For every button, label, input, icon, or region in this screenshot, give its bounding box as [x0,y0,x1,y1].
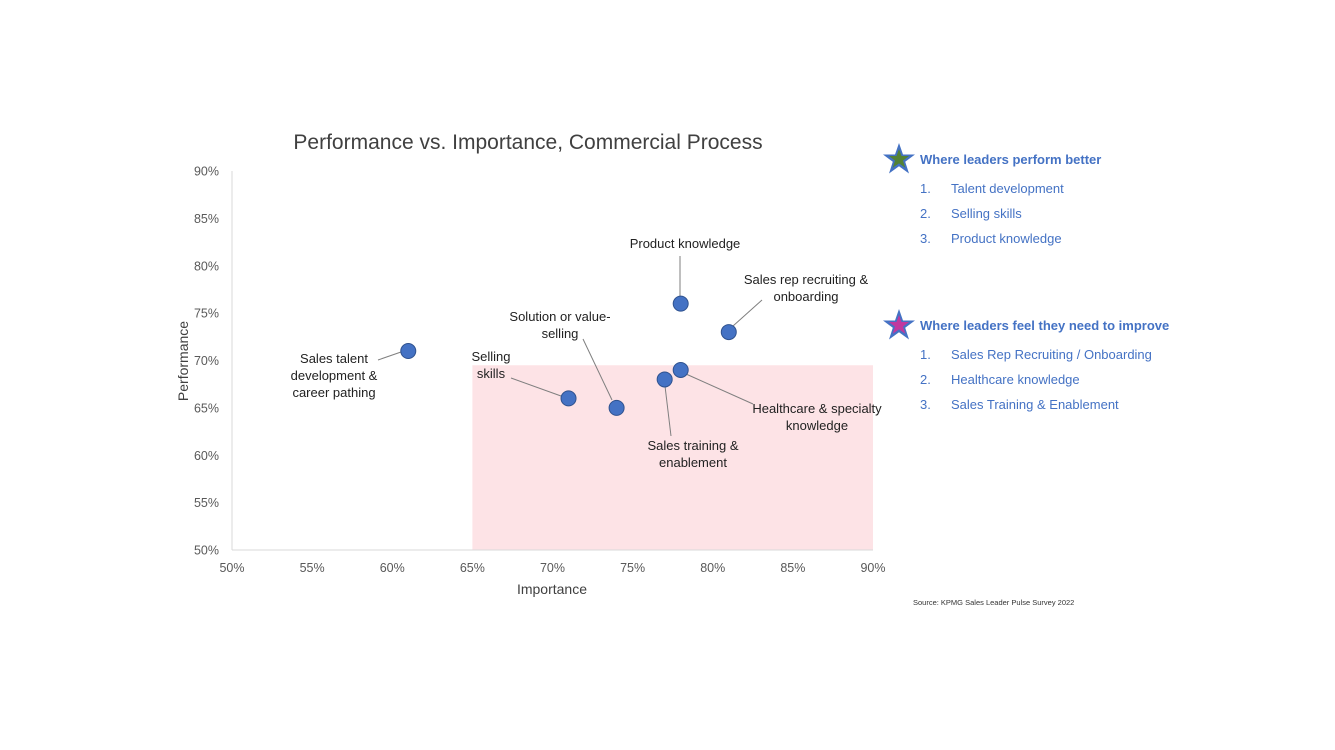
list-item-text: Product knowledge [951,231,1062,246]
x-tick-label: 50% [219,561,244,575]
x-tick-label: 55% [300,561,325,575]
x-tick-label: 80% [700,561,725,575]
y-axis-label: Performance [175,321,191,401]
y-tick-label: 60% [194,449,219,463]
data-point [720,324,737,341]
point-label: Solution or value-selling [509,309,610,341]
data-point [400,343,417,360]
point-label: Healthcare & specialty knowledge [752,401,882,433]
list-item-text: Healthcare knowledge [951,372,1080,387]
list-item-number: 2. [920,206,931,221]
data-point [560,390,577,407]
x-tick-label: 90% [860,561,885,575]
point-label: Selling skills [471,349,510,381]
list-item-text: Talent development [951,181,1064,196]
y-tick-label: 85% [194,212,219,226]
list-item-text: Sales Rep Recruiting / Onboarding [951,347,1152,362]
point-label: Sales talent development & career pathing [291,351,378,400]
purple-star-icon [883,309,915,340]
list-item: 3. Product knowledge [882,226,1322,251]
source-note: Source: KPMG Sales Leader Pulse Survey 2… [913,598,1075,607]
list-item-number: 3. [920,231,931,246]
x-tick-label: 65% [460,561,485,575]
list-item: 3. Sales Training & Enablement [882,392,1322,417]
point-label: Product knowledge [630,236,741,251]
improvement-zone [472,365,873,550]
label-leader-line [664,385,672,437]
y-tick-label: 90% [194,165,219,179]
list-item-text: Selling skills [951,206,1022,221]
x-tick-label: 85% [780,561,805,575]
data-point [656,371,673,388]
y-tick-label: 65% [194,401,219,415]
x-axis-label: Importance [517,581,587,597]
legend-need-to-improve-title: Where leaders feel they need to improve [920,317,1170,333]
label-leader-line [732,299,763,327]
list-item-text: Sales Training & Enablement [951,397,1119,412]
legend-need-to-improve-list: 1. Sales Rep Recruiting / Onboarding 2. He… [882,342,1322,417]
legend-need-to-improve: Where leaders feel they need to improve … [882,308,1322,417]
y-tick-label: 80% [194,259,219,273]
list-item-number: 3. [920,397,931,412]
data-point [672,295,689,312]
list-item: 2. Healthcare knowledge [882,367,1322,392]
data-point [672,361,689,378]
green-star-icon [883,143,915,174]
label-leader-line [377,351,402,361]
x-tick-label: 70% [540,561,565,575]
y-tick-label: 70% [194,354,219,368]
point-label: Sales rep recruiting & onboarding [744,272,869,304]
y-tick-label: 55% [194,496,219,510]
list-item-number: 1. [920,347,931,362]
y-tick-label: 50% [194,544,219,558]
legend-perform-better-list: 1. Talent development 2. Selling skills 3.… [882,176,1322,251]
label-leader-line [582,338,613,401]
x-tick-label: 75% [620,561,645,575]
label-leader-line [510,377,562,397]
point-label: Sales training & enablement [647,438,738,470]
x-tick-label: 60% [380,561,405,575]
list-item-number: 2. [920,372,931,387]
data-point [608,399,625,416]
label-leader-line [685,373,754,405]
list-item: 2. Selling skills [882,201,1322,226]
list-item: 1. Talent development [882,176,1322,201]
legend-perform-better-title: Where leaders perform better [920,151,1102,167]
list-item: 1. Sales Rep Recruiting / Onboarding [882,342,1322,367]
list-item-number: 1. [920,181,931,196]
legend-perform-better: Where leaders perform better 1. Talent de… [882,142,1322,251]
chart-title: Performance vs. Importance, Commercial P… [293,131,762,154]
y-tick-label: 75% [194,307,219,321]
